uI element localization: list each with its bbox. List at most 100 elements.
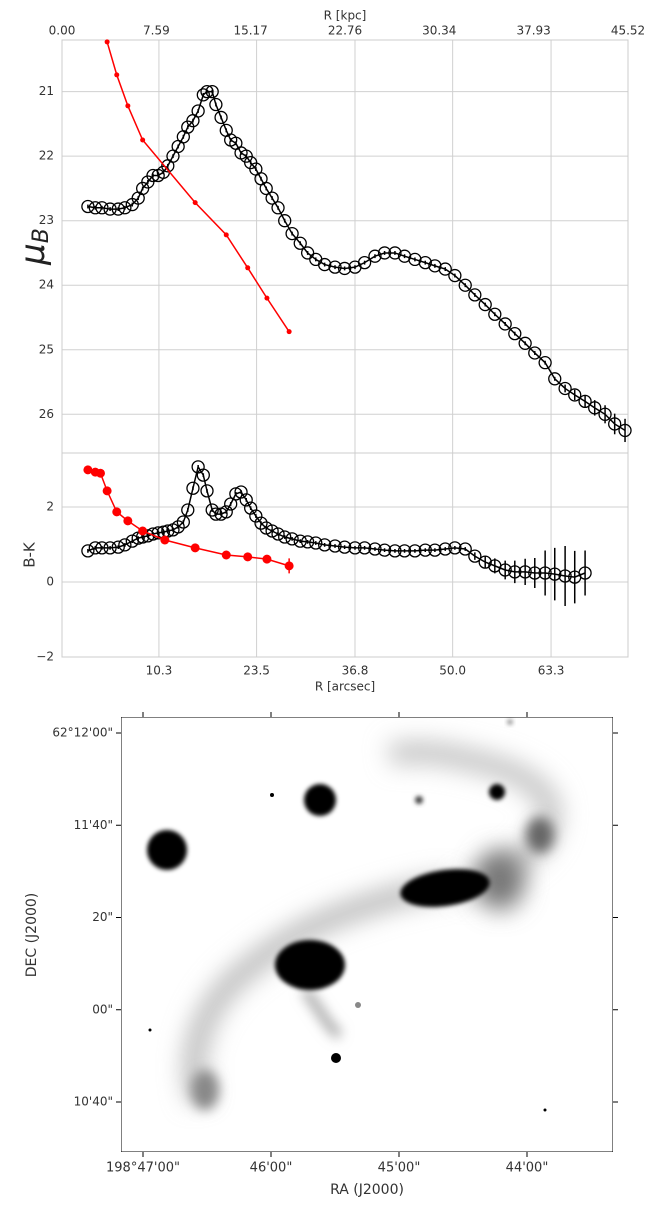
data-point [81, 544, 95, 558]
y-tick-label: 25 [39, 342, 54, 356]
data-point [114, 72, 120, 78]
data-point [239, 493, 253, 507]
image-y-tick-label: 11'40" [74, 818, 113, 832]
image-x-tick-label: 46'00" [250, 1161, 293, 1176]
data-point [528, 566, 542, 580]
data-point [548, 567, 562, 581]
x2-tick-label: 0.00 [49, 24, 76, 38]
x2-tick-label: 37.93 [516, 24, 550, 38]
data-point [418, 543, 432, 557]
plot-frame [61, 452, 629, 658]
data-point [259, 181, 273, 196]
data-point [428, 543, 442, 557]
data-point [104, 39, 110, 45]
data-point [438, 262, 452, 276]
data-point [458, 278, 472, 292]
data-point [318, 257, 332, 272]
data-point [328, 260, 342, 274]
data-point [528, 346, 542, 360]
data-point [293, 236, 307, 250]
data-point [318, 538, 332, 552]
data-point [205, 503, 219, 517]
data-point [95, 468, 105, 478]
data-point [478, 555, 492, 569]
x2-axis-label: R [kpc] [324, 9, 367, 23]
panel: 21 22 23 24 25 26 0.00 7.59 15.17 22.76 30.34 37.93… [13, 9, 645, 454]
data-point [538, 566, 552, 580]
data-point [191, 104, 205, 118]
data-point [468, 288, 482, 302]
data-point [200, 84, 214, 99]
x-tick-label: 36.8 [342, 664, 369, 678]
data-point [146, 527, 160, 541]
data-point [118, 201, 132, 215]
data-point [578, 566, 592, 580]
data-point [83, 465, 93, 475]
data-point [300, 246, 315, 260]
data-point [95, 201, 109, 215]
y-tick-label: 26 [39, 407, 54, 421]
data-point [538, 356, 552, 370]
image-x-tick-label: 198°47'00" [106, 1161, 180, 1176]
x2-tick-label: 15.17 [233, 24, 267, 38]
x2-tick-label: 22.76 [328, 24, 362, 38]
data-point [123, 516, 133, 526]
data-point [348, 541, 362, 555]
data-point [588, 401, 602, 415]
x2-tick-label: 7.59 [143, 24, 170, 38]
series-line [87, 90, 626, 432]
x-tick-label: 23.5 [243, 664, 270, 678]
data-point [209, 507, 223, 521]
y-tick-label: 2 [46, 500, 54, 514]
data-point [397, 544, 412, 558]
data-point [558, 381, 572, 396]
image-y-tick-label: 10'40" [74, 1095, 113, 1109]
data-point [186, 481, 200, 495]
x-axis-label: R [arcsec] [315, 680, 375, 694]
data-point [219, 505, 233, 519]
panel: 10.3 23.5 36.8 50.0 63.3 −2 0 2 R [arcsec] B-K [21, 452, 629, 694]
data-point [418, 255, 432, 270]
y-tick-label: 0 [46, 575, 54, 589]
data-point [448, 541, 462, 555]
series-line [106, 41, 290, 333]
data-point [209, 97, 223, 112]
data-point [518, 565, 532, 579]
data-point [140, 137, 146, 143]
data-point [286, 329, 292, 335]
image-x-label: RA (J2000) [330, 1182, 404, 1198]
data-point [357, 255, 372, 270]
data-point [368, 249, 382, 263]
y-tick-label: 23 [39, 213, 54, 227]
data-point [81, 199, 95, 214]
x-tick-label: 63.3 [538, 664, 565, 678]
y-tick-label: 21 [39, 84, 54, 98]
data-point [377, 246, 392, 260]
image-y-tick-label: 20" [92, 910, 113, 924]
data-point [243, 552, 253, 562]
data-point [118, 538, 132, 552]
image-x-tick-label: 44'00" [506, 1161, 549, 1176]
data-point [205, 84, 219, 99]
y-tick-label: 22 [39, 149, 54, 163]
data-point [608, 417, 622, 431]
y-label-subscript: B [29, 228, 54, 243]
data-point [498, 563, 512, 577]
data-point [103, 541, 117, 555]
data-point [111, 540, 125, 554]
y-tick-label: −2 [36, 650, 54, 664]
data-point [498, 317, 512, 331]
series-line [87, 464, 586, 578]
data-point [458, 542, 472, 556]
data-point [300, 535, 315, 549]
data-point [309, 536, 323, 550]
data-point [388, 544, 402, 558]
data-point [408, 544, 422, 558]
data-point [223, 232, 229, 238]
data-point [254, 516, 268, 530]
data-point [265, 191, 279, 205]
data-point [221, 550, 231, 560]
x-tick-label: 10.3 [146, 664, 173, 678]
x-tick-label: 50.0 [439, 664, 466, 678]
